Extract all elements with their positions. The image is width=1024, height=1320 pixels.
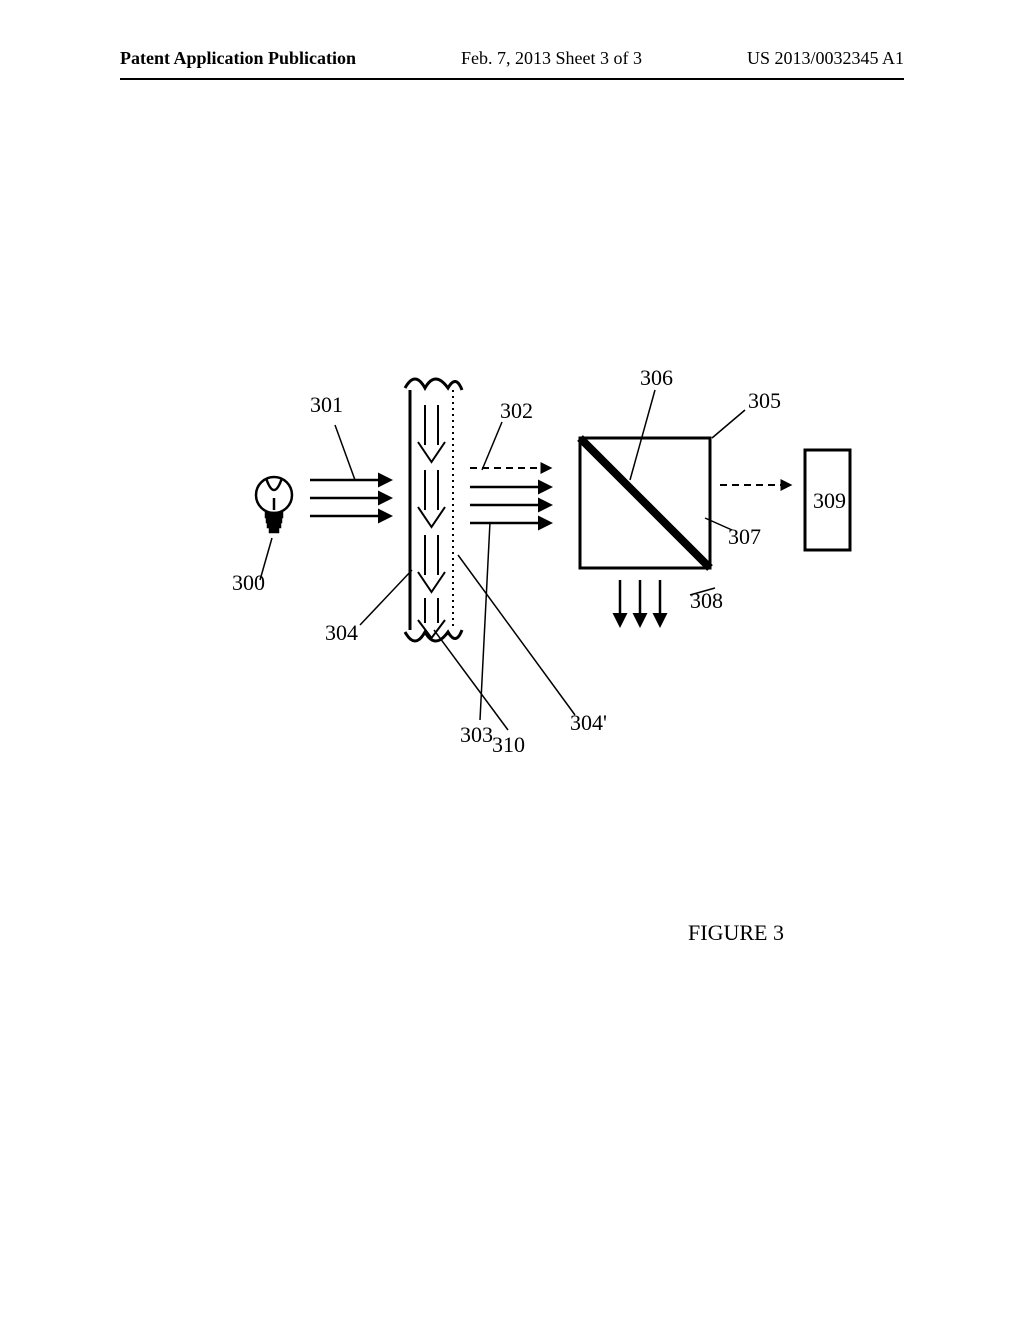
ref-305: 305 xyxy=(748,388,781,414)
light-bulb-icon xyxy=(256,477,292,532)
ref-302: 302 xyxy=(500,398,533,424)
arrows-303-solid xyxy=(470,487,550,523)
ref-300: 300 xyxy=(232,570,265,596)
ref-304: 304 xyxy=(325,620,358,646)
header-center: Feb. 7, 2013 Sheet 3 of 3 xyxy=(461,48,642,69)
arrows-301 xyxy=(310,480,390,516)
leader-lines xyxy=(260,390,745,730)
header-left: Patent Application Publication xyxy=(120,48,356,69)
ref-310: 310 xyxy=(492,732,525,758)
ref-301: 301 xyxy=(310,392,343,418)
patent-header: Patent Application Publication Feb. 7, 2… xyxy=(0,48,1024,69)
beam-splitter xyxy=(580,438,710,568)
ref-308: 308 xyxy=(690,588,723,614)
header-rule xyxy=(120,78,904,80)
ref-306: 306 xyxy=(640,365,673,391)
ref-304p: 304' xyxy=(570,710,607,736)
header-right: US 2013/0032345 A1 xyxy=(747,48,904,69)
ref-307: 307 xyxy=(728,524,761,550)
figure-caption: FIGURE 3 xyxy=(688,920,784,946)
arrows-308 xyxy=(620,580,660,625)
ref-309: 309 xyxy=(813,488,846,514)
tube xyxy=(405,379,462,641)
ref-303: 303 xyxy=(460,722,493,748)
figure-3: 300 301 302 303 304 304' 305 306 307 308… xyxy=(200,330,880,830)
